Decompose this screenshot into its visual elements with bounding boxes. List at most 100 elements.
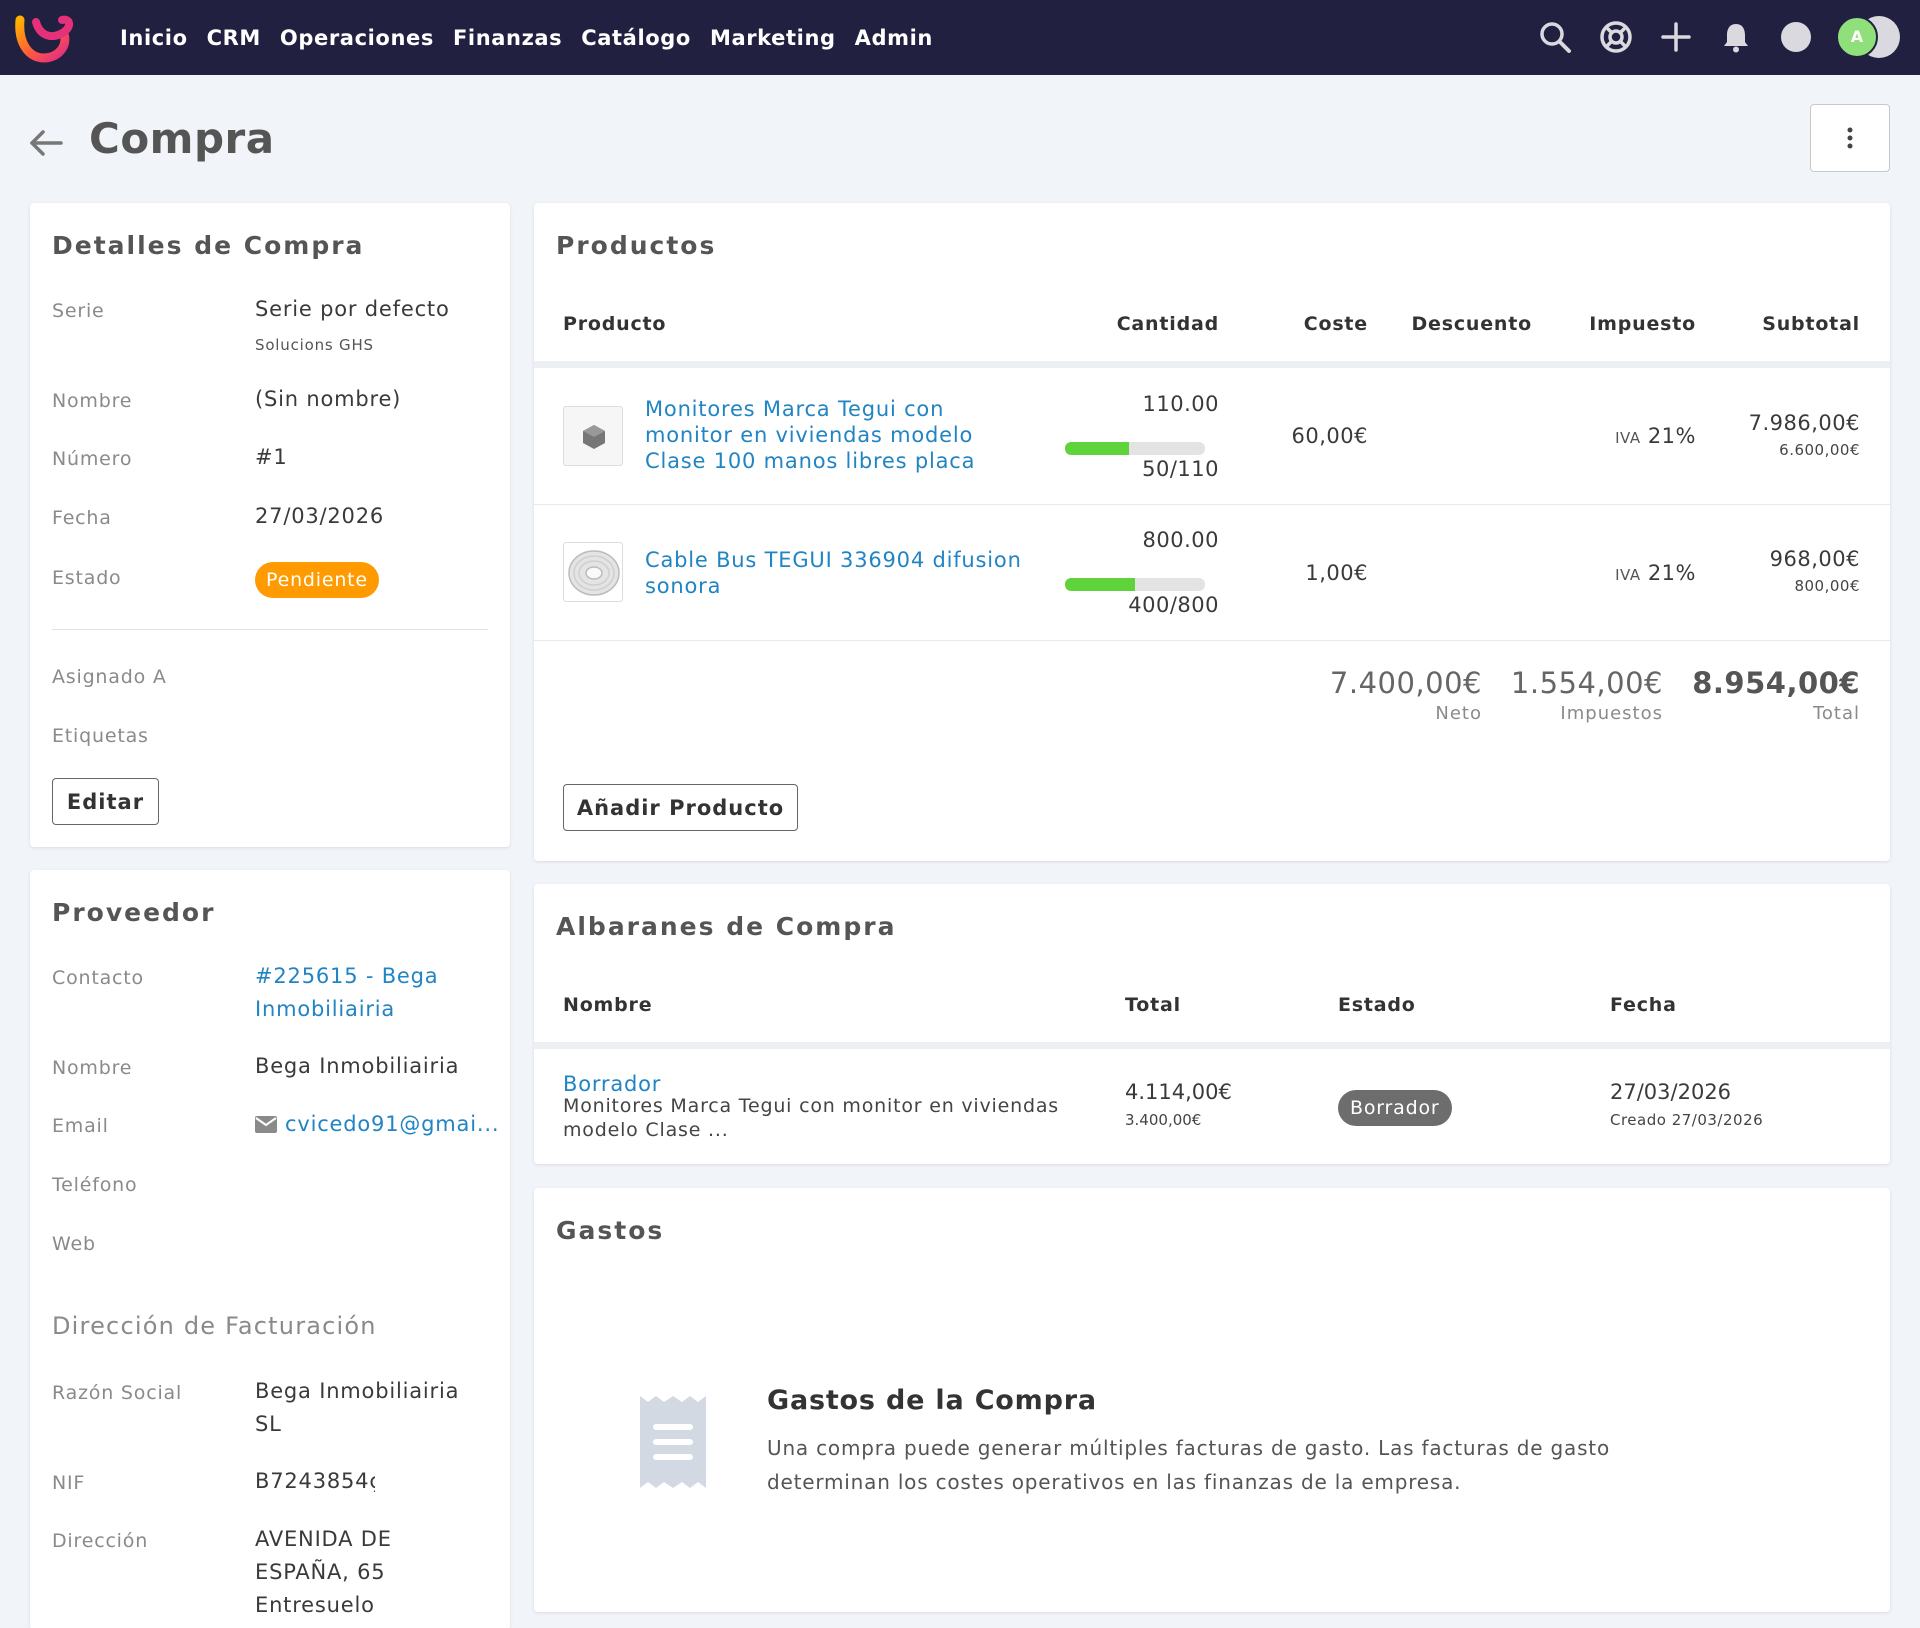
empty-state-title: Gastos de la Compra [767, 1385, 1097, 1416]
received-count: 400/800 [1128, 593, 1219, 617]
nif-value: B7243854ç [255, 1469, 375, 1493]
user-avatar[interactable]: A [1836, 16, 1900, 58]
row-separator [534, 504, 1890, 505]
tax-prefix: IVA [1615, 566, 1641, 584]
divider [52, 629, 488, 630]
subtotal-net: 800,00€ [1794, 577, 1860, 595]
table-header-separator [534, 361, 1890, 368]
received-progress-fill [1065, 578, 1135, 591]
page-title: Compra [89, 114, 275, 163]
contact-link-line1: #225615 - Bega [255, 964, 439, 988]
card-title: Proveedor [52, 898, 216, 927]
nav-operaciones[interactable]: Operaciones [279, 25, 434, 50]
serie-label: Serie [52, 300, 105, 322]
product-link[interactable]: Cable Bus TEGUI 336904 difusion sonora [645, 547, 1022, 599]
nav-crm[interactable]: CRM [206, 25, 261, 50]
contact-link-line2: Inmobiliairia [255, 997, 396, 1021]
tax-total-label: Impuestos [1560, 703, 1663, 724]
subtotal-net: 6.600,00€ [1779, 441, 1860, 459]
purchase-details-card: Detalles de Compra Serie Serie por defec… [30, 203, 510, 847]
razon-social-value: Bega Inmobiliairia SL [255, 1375, 459, 1441]
status-badge-draft[interactable]: Borrador [1338, 1090, 1452, 1126]
col-cantidad: Cantidad [1116, 313, 1219, 335]
back-arrow-icon[interactable] [28, 128, 64, 158]
direccion-label: Dirección [52, 1530, 149, 1552]
kebab-icon [1847, 127, 1853, 149]
empty-text-line2: determinan los costes operativos en las … [767, 1470, 1462, 1494]
empty-text-line1: Una compra puede generar múltiples factu… [767, 1436, 1610, 1460]
delivery-note-total: 4.114,00€ [1125, 1080, 1232, 1104]
received-progress-bar [1065, 578, 1205, 591]
tax-total: 1.554,00€ [1510, 666, 1663, 700]
fecha-label: Fecha [52, 507, 112, 529]
product-name-line2: sonora [645, 574, 722, 598]
web-label: Web [52, 1233, 96, 1255]
tax-rate: 21% [1647, 424, 1696, 448]
col-nombre: Nombre [563, 994, 653, 1016]
col-coste: Coste [1303, 313, 1368, 335]
contacto-label: Contacto [52, 967, 144, 989]
tax: IVA 21% [1615, 561, 1696, 585]
product-thumbnail[interactable] [563, 406, 623, 466]
quantity: 800.00 [1142, 528, 1219, 552]
telefono-label: Teléfono [52, 1174, 138, 1196]
direccion-value: AVENIDA DE ESPAÑA, 65 Entresuelo [255, 1523, 392, 1622]
nav-inicio[interactable]: Inicio [120, 25, 188, 50]
nav-admin[interactable]: Admin [854, 25, 933, 50]
help-lifebuoy-icon[interactable] [1599, 20, 1633, 54]
bell-icon[interactable] [1719, 20, 1753, 54]
plus-icon[interactable] [1659, 20, 1693, 54]
unit-cost: 1,00€ [1305, 561, 1368, 585]
numero-label: Número [52, 448, 133, 470]
description-line1: Monitores Marca Tegui con monitor en viv… [563, 1095, 1059, 1117]
nav-marketing[interactable]: Marketing [709, 25, 836, 50]
nombre-label: Nombre [52, 1057, 133, 1079]
received-progress-bar [1065, 442, 1205, 455]
nav-catalogo[interactable]: Catálogo [581, 25, 691, 50]
unit-cost: 60,00€ [1291, 424, 1368, 448]
col-subtotal: Subtotal [1762, 313, 1860, 335]
add-product-button[interactable]: Añadir Producto [563, 784, 798, 831]
delivery-note-description: Monitores Marca Tegui con monitor en viv… [563, 1094, 1059, 1142]
products-card: Productos Producto Cantidad Coste Descue… [534, 203, 1890, 861]
card-title: Gastos [556, 1216, 665, 1245]
asignado-label: Asignado A [52, 666, 167, 688]
billing-address-title: Dirección de Facturación [52, 1312, 377, 1340]
col-estado: Estado [1338, 994, 1416, 1016]
status-badge-pending[interactable]: Pendiente [255, 562, 379, 598]
email-value: cvicedo91@gmai... [285, 1112, 500, 1136]
net-total-label: Neto [1435, 703, 1482, 724]
delivery-note-total-net: 3.400,00€ [1125, 1111, 1202, 1129]
product-name-line2: monitor en viviendas modelo [645, 423, 974, 447]
email-link[interactable]: cvicedo91@gmai... [255, 1108, 499, 1141]
card-title: Albaranes de Compra [556, 912, 897, 941]
estado-label: Estado [52, 567, 122, 589]
box-placeholder-icon [583, 425, 605, 449]
row-separator [534, 640, 1890, 641]
card-title: Productos [556, 231, 717, 260]
delivery-note-link[interactable]: Borrador [563, 1072, 662, 1096]
grand-total: 8.954,00€ [1692, 666, 1860, 700]
product-link[interactable]: Monitores Marca Tegui con monitor en viv… [645, 396, 975, 474]
net-total: 7.400,00€ [1329, 666, 1482, 700]
product-name-line3: Clase 100 manos libres placa [645, 449, 976, 473]
status-circle-icon[interactable] [1779, 20, 1813, 54]
serie-company: Solucions GHS [255, 336, 374, 354]
search-icon[interactable] [1538, 20, 1572, 54]
more-options-button[interactable] [1810, 104, 1890, 172]
expenses-card: Gastos Gastos de la Compra Una compra pu… [534, 1188, 1890, 1612]
received-count: 50/110 [1142, 457, 1219, 481]
contact-link[interactable]: #225615 - Bega Inmobiliairia [255, 960, 438, 1026]
product-thumbnail[interactable] [563, 542, 623, 602]
numero-value: #1 [255, 445, 288, 469]
app-logo-icon[interactable] [14, 12, 76, 64]
supplier-name: Bega Inmobiliairia [255, 1054, 460, 1078]
edit-button[interactable]: Editar [52, 778, 159, 825]
receipt-icon [640, 1396, 706, 1488]
nav-finanzas[interactable]: Finanzas [452, 25, 563, 50]
etiquetas-label: Etiquetas [52, 725, 149, 747]
razon-social-label: Razón Social [52, 1382, 183, 1404]
tax: IVA 21% [1615, 424, 1696, 448]
delivery-note-date: 27/03/2026 [1610, 1080, 1732, 1104]
top-navbar: Inicio CRM Operaciones Finanzas Catálogo… [0, 0, 1920, 75]
